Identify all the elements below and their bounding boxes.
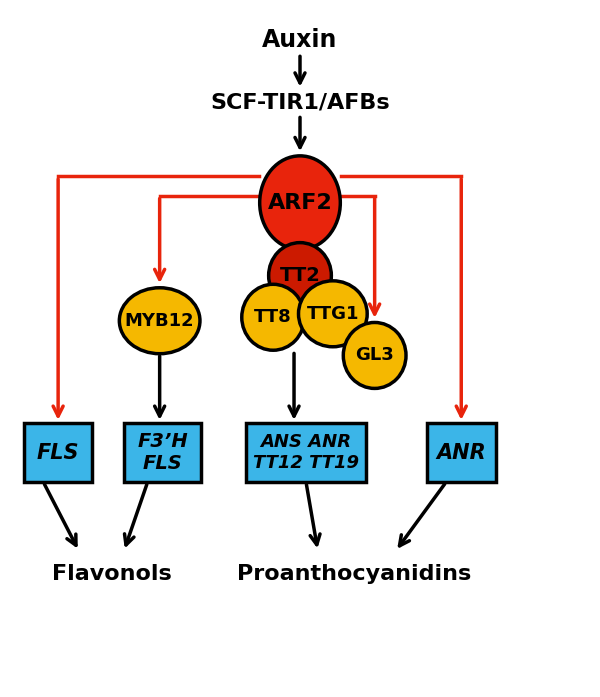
Ellipse shape (119, 288, 200, 353)
Text: Proanthocyanidins: Proanthocyanidins (236, 564, 471, 584)
Text: TTG1: TTG1 (307, 305, 359, 323)
Ellipse shape (343, 323, 406, 388)
FancyBboxPatch shape (124, 423, 202, 482)
Text: ANR: ANR (436, 443, 486, 463)
Text: Auxin: Auxin (262, 28, 338, 52)
FancyBboxPatch shape (427, 423, 496, 482)
Text: TT2: TT2 (280, 266, 320, 285)
Ellipse shape (242, 284, 304, 350)
Text: FLS: FLS (37, 443, 79, 463)
Text: ANS ANR
TT12 TT19: ANS ANR TT12 TT19 (253, 434, 359, 472)
Ellipse shape (260, 156, 340, 250)
Text: TT8: TT8 (254, 308, 292, 326)
FancyBboxPatch shape (24, 423, 92, 482)
Text: MYB12: MYB12 (125, 312, 194, 330)
Text: ARF2: ARF2 (268, 192, 332, 213)
Text: GL3: GL3 (355, 346, 394, 365)
Text: F3’H
FLS: F3’H FLS (137, 432, 188, 473)
Text: Flavonols: Flavonols (52, 564, 172, 584)
Ellipse shape (299, 281, 367, 347)
FancyBboxPatch shape (246, 423, 365, 482)
Text: SCF-TIR1/AFBs: SCF-TIR1/AFBs (210, 92, 390, 112)
Ellipse shape (269, 243, 331, 309)
